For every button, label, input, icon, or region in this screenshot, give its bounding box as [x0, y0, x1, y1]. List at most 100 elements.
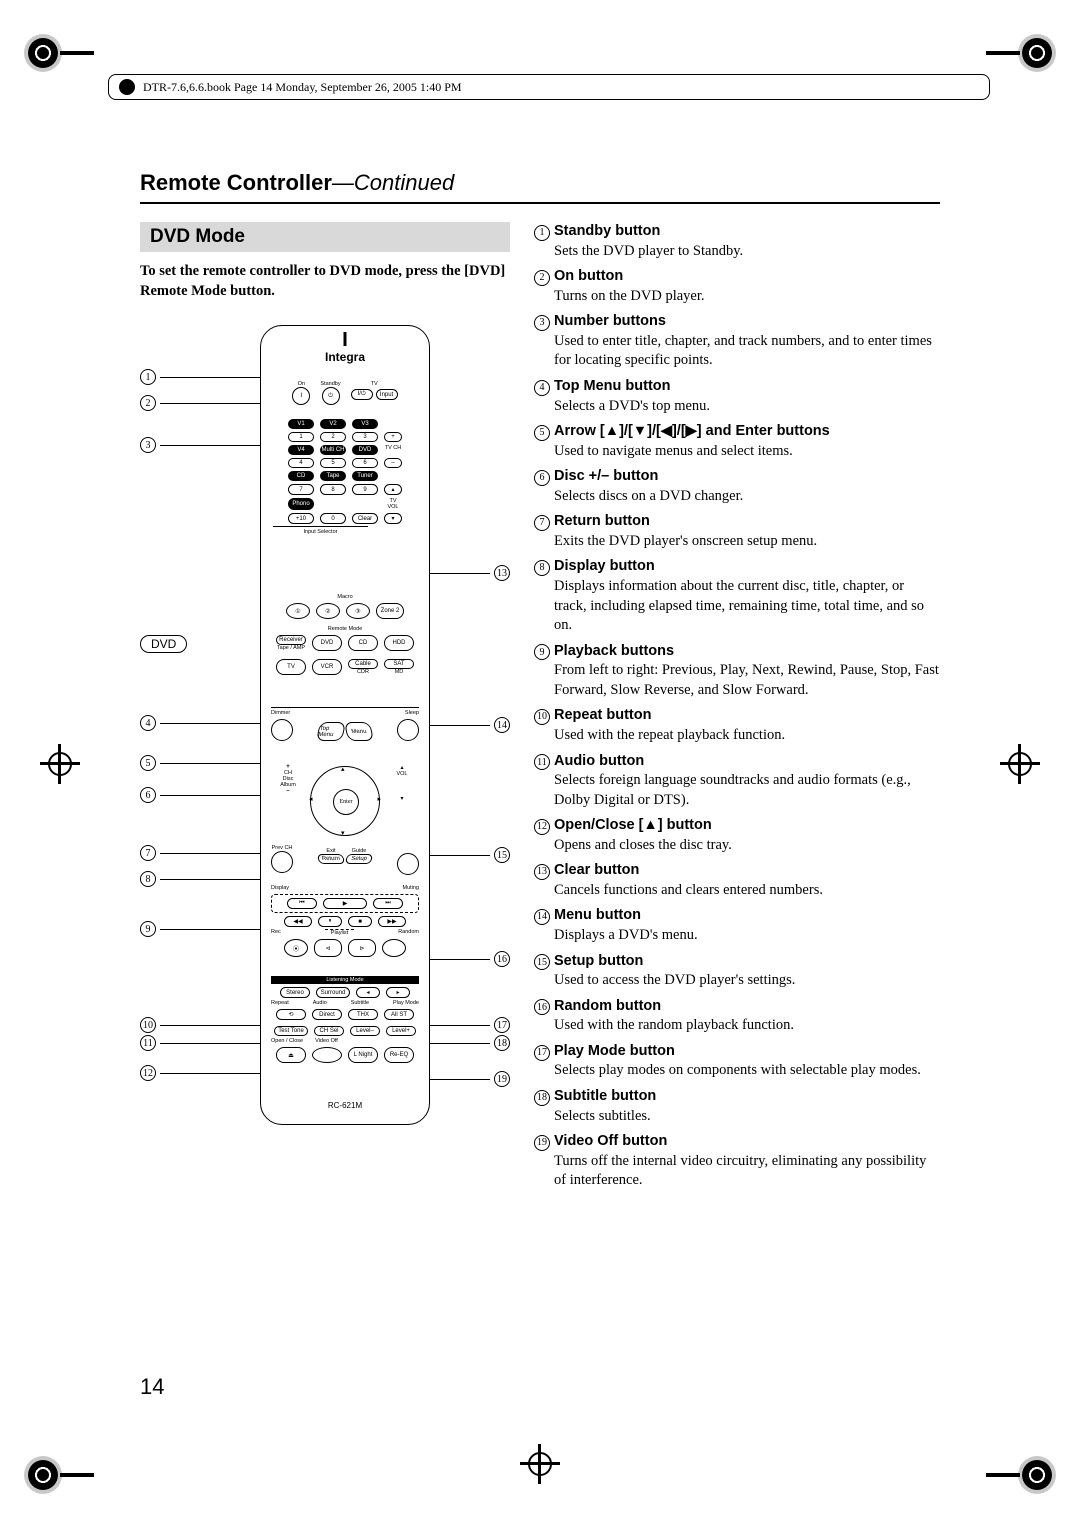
- page-number: 14: [140, 1374, 164, 1400]
- playmode-label: Play Mode: [393, 1000, 419, 1006]
- definition-desc: Opens and closes the disc tray.: [554, 837, 732, 853]
- tv-power-button: I/⏻: [351, 389, 373, 400]
- definition-title: Display button: [554, 558, 655, 574]
- src-dvd: DVD: [352, 445, 378, 455]
- definition-1: 1Standby buttonSets the DVD player to St…: [534, 222, 940, 261]
- macro-3: ③: [346, 603, 370, 619]
- definition-desc: Selects a DVD's top menu.: [554, 398, 710, 414]
- definition-marker: 15: [534, 952, 554, 991]
- vol-label: VOL: [387, 771, 417, 777]
- num-6: 6: [352, 458, 378, 468]
- num-1: 1: [288, 432, 314, 442]
- mode-cable: Cable: [348, 659, 378, 669]
- num-0: 0: [320, 513, 346, 524]
- callout-left-1: 1: [140, 369, 260, 385]
- sleep-button: [397, 719, 419, 741]
- tvch-plus: +: [384, 432, 402, 442]
- num-2: 2: [320, 432, 346, 442]
- src-v1: V1: [288, 419, 314, 429]
- definition-marker: 14: [534, 906, 554, 945]
- callout-left-4: 4: [140, 715, 260, 731]
- section-rule: [140, 202, 940, 204]
- definition-9: 9Playback buttonsFrom left to right: Pre…: [534, 642, 940, 701]
- definition-title: Number buttons: [554, 313, 666, 329]
- src-tuner: Tuner: [352, 471, 378, 481]
- callout-left-2: 2: [140, 395, 260, 411]
- random-button: [382, 939, 406, 957]
- ir-window-icon: [344, 332, 347, 346]
- definition-marker: 4: [534, 377, 554, 416]
- definition-desc: Selects discs on a DVD changer.: [554, 488, 743, 504]
- definition-marker: 19: [534, 1132, 554, 1191]
- tv-label: TV: [351, 381, 398, 387]
- dimmer-label: Dimmer: [271, 710, 290, 716]
- ch-minus: –: [273, 788, 303, 794]
- callout-left-7: 7: [140, 845, 260, 861]
- repeat-label: Repeat: [271, 1000, 289, 1006]
- arrow-down-icon: ▾: [341, 829, 345, 837]
- sleep-label: Sleep: [405, 710, 419, 716]
- remote-figure: 123456789101112 13141516171819 DVD Integ…: [140, 325, 510, 1145]
- slow-fwd-button: ⊳: [348, 939, 376, 957]
- tvch-label: TV CH: [384, 445, 402, 455]
- dimmer-button: [271, 719, 293, 741]
- remote-mode-label: Remote Mode: [271, 626, 419, 632]
- rec-button: ⦿: [284, 939, 308, 957]
- callout-left-8: 8: [140, 871, 260, 887]
- definition-title: Arrow [▲]/[▼]/[◀]/[▶] and Enter buttons: [554, 423, 830, 439]
- src-tape: Tape: [320, 471, 346, 481]
- lm-left: ◂: [356, 987, 380, 998]
- subtitle-label: Subtitle: [351, 1000, 369, 1006]
- direct-button: Direct: [312, 1009, 342, 1020]
- definition-desc: Selects foreign language soundtracks and…: [554, 772, 911, 808]
- src-v4: V4: [288, 445, 314, 455]
- callout-right-16: 16: [430, 951, 510, 967]
- src-v3: V3: [352, 419, 378, 429]
- definition-marker: 2: [534, 267, 554, 306]
- definition-15: 15Setup buttonUsed to access the DVD pla…: [534, 952, 940, 991]
- definition-10: 10Repeat buttonUsed with the repeat play…: [534, 706, 940, 745]
- definition-marker: 9: [534, 642, 554, 701]
- definition-5: 5Arrow [▲]/[▼]/[◀]/[▶] and Enter buttons…: [534, 422, 940, 461]
- definition-title: Playback buttons: [554, 643, 674, 659]
- remote-body: Integra On I Standby ⏻: [260, 325, 430, 1125]
- definition-title: Subtitle button: [554, 1088, 656, 1104]
- definition-2: 2On buttonTurns on the DVD player.: [534, 267, 940, 306]
- num-3: 3: [352, 432, 378, 442]
- definition-desc: Selects subtitles.: [554, 1108, 651, 1124]
- openclose-label: Open / Close: [271, 1038, 303, 1044]
- definition-8: 8Display buttonDisplays information abou…: [534, 557, 940, 635]
- reeq-button: Re-EQ: [384, 1047, 414, 1063]
- crop-mark-bl: [28, 1430, 88, 1490]
- tvvol-up: ▴: [384, 484, 402, 495]
- src-v2: V2: [320, 419, 346, 429]
- menu-button: Menu: [344, 722, 374, 741]
- surround-button: Surround: [316, 987, 350, 998]
- standby-button: ⏻: [322, 387, 340, 405]
- num-8: 8: [320, 484, 346, 495]
- levelminus-button: Level–: [350, 1026, 380, 1036]
- definition-desc: Displays a DVD's menu.: [554, 927, 698, 943]
- definition-title: Video Off button: [554, 1133, 667, 1149]
- definition-marker: 6: [534, 467, 554, 506]
- mode-sat: SAT: [384, 659, 414, 669]
- mode-receiver: Receiver: [276, 635, 306, 645]
- mode-tv: TV: [276, 659, 306, 675]
- rew-button: ◀◀: [284, 916, 312, 927]
- mode-cdr-sub: CDR: [348, 669, 378, 675]
- definition-marker: 7: [534, 512, 554, 551]
- mode-md-sub: MD: [384, 669, 414, 675]
- definition-marker: 18: [534, 1087, 554, 1126]
- repeat-button: ⟲: [276, 1009, 306, 1020]
- definition-title: Random button: [554, 998, 661, 1014]
- prevch-button: [271, 851, 293, 873]
- definition-title: Top Menu button: [554, 378, 671, 394]
- definition-marker: 12: [534, 816, 554, 855]
- definition-desc: Cancels functions and clears entered num…: [554, 882, 823, 898]
- src-phono: Phono: [288, 498, 314, 510]
- topmenu-button: Top Menu: [316, 722, 346, 741]
- definition-14: 14Menu buttonDisplays a DVD's menu.: [534, 906, 940, 945]
- vol-up: ▴: [387, 764, 417, 771]
- definition-19: 19Video Off buttonTurns off the internal…: [534, 1132, 940, 1191]
- definition-title: Return button: [554, 513, 650, 529]
